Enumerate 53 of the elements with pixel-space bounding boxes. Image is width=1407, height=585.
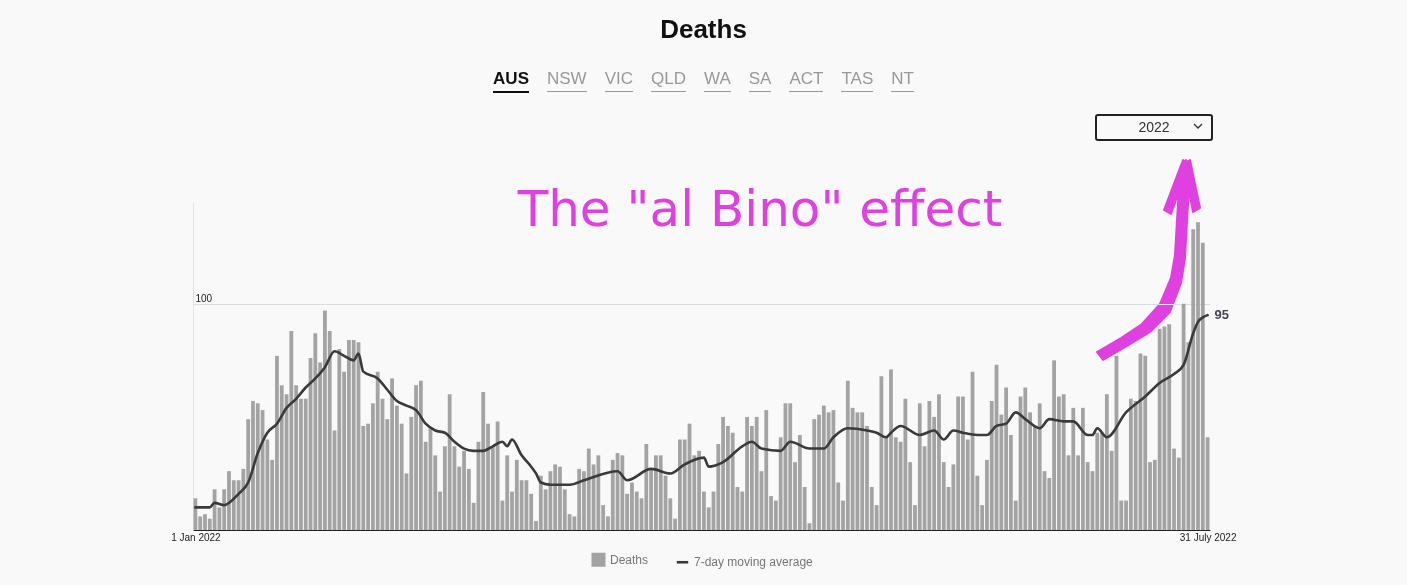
text: TAS [841,69,874,92]
bar [1167,324,1172,530]
text: ACT [789,69,824,92]
bar [1061,394,1066,530]
bar [351,339,356,530]
bar [764,410,769,530]
bar [255,403,260,530]
text: 2022 [1095,114,1213,141]
data-label: 95 [1214,307,1230,323]
bar [754,416,759,530]
bar [313,333,318,530]
text: NT [891,69,914,92]
bar [812,419,817,530]
bar [481,392,486,530]
bar [1095,432,1100,530]
bar [1157,328,1162,530]
bar [1143,355,1148,530]
text: WA [703,69,731,92]
bar [375,371,380,530]
bar [596,455,601,530]
text: QLD [651,69,686,92]
text: AUS [493,69,529,93]
bar [903,398,908,530]
legend-label: Deaths [610,552,649,567]
chart-title: Deaths [659,14,748,45]
bar [1023,387,1028,530]
bar [658,455,663,530]
text: VIC [604,69,633,92]
bar [193,498,198,530]
y-tick-label: 100 [195,293,213,305]
bar [927,401,932,530]
bar [337,349,342,530]
bar [289,330,294,530]
bar [879,376,884,530]
bar [495,421,500,530]
bar [644,444,649,530]
bar [917,403,922,530]
legend-label: 7-day moving average [694,555,814,570]
bar [1037,403,1042,530]
x-tick-label: 31 July 2022 [1179,531,1237,543]
bar [1181,303,1186,530]
bar [586,448,591,530]
annotation: The "al Bino" effect [516,180,1004,238]
bar [505,455,510,530]
bar [447,394,452,530]
text: NSW [546,69,587,92]
bar [860,412,865,530]
bar [538,475,543,530]
x-tick-label: 1 Jan 2022 [171,531,222,543]
text: SA [748,69,772,92]
bar [1071,407,1076,530]
bar [788,403,793,530]
bar [620,455,625,530]
